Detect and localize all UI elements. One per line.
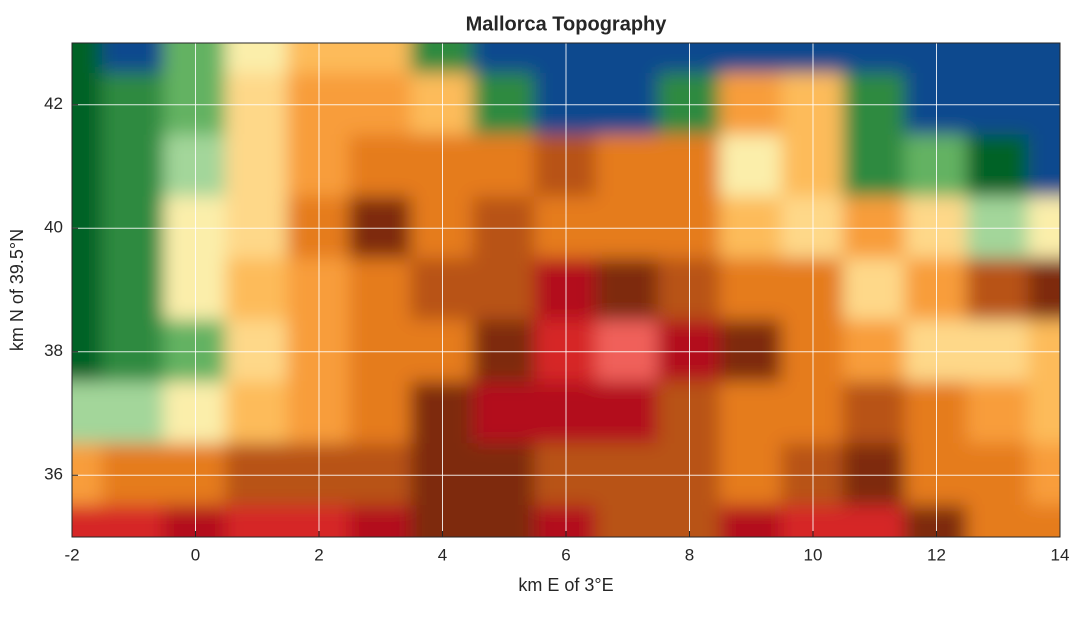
- contour-cell: [101, 505, 166, 537]
- contour-cell: [719, 505, 784, 537]
- y-tick-label: 36: [44, 465, 63, 484]
- contour-cell: [595, 505, 660, 537]
- x-tick-label: 10: [804, 545, 823, 564]
- contour-cell: [966, 505, 1031, 537]
- contour-cell: [595, 381, 660, 446]
- contour-cell: [225, 381, 290, 446]
- contour-cell: [225, 43, 290, 75]
- contour-cell: [472, 134, 537, 199]
- contour-cell: [966, 134, 1031, 199]
- cells: [72, 43, 1060, 537]
- contour-cell: [719, 381, 784, 446]
- y-tick-label: 38: [44, 341, 63, 360]
- contour-cell: [225, 258, 290, 322]
- contour-cell: [595, 258, 660, 322]
- x-tick-label: 4: [438, 545, 447, 564]
- contour-cell: [966, 381, 1031, 446]
- contour-cell: [842, 43, 907, 75]
- contour-cell: [72, 134, 104, 199]
- contour-cell: [1028, 381, 1060, 446]
- contour-cell: [472, 258, 537, 322]
- contour-cell: [595, 43, 660, 75]
- contour-cell: [1028, 43, 1060, 75]
- contour-cell: [72, 505, 104, 537]
- contour-cell: [719, 43, 784, 75]
- y-tick-label: 42: [44, 94, 63, 113]
- x-tick-label: 14: [1051, 545, 1070, 564]
- contour-cell: [472, 43, 537, 75]
- contour-cell: [101, 43, 166, 75]
- contour-cell: [595, 134, 660, 199]
- y-axis-label: km N of 39.5°N: [7, 229, 27, 351]
- contour-cell: [72, 381, 104, 446]
- contour-cell: [101, 134, 166, 199]
- x-tick-label: 2: [314, 545, 323, 564]
- contour-cell: [719, 258, 784, 322]
- chart-title: Mallorca Topography: [466, 13, 668, 35]
- contour-cell: [966, 258, 1031, 322]
- contour-cell: [101, 258, 166, 322]
- contour-cell: [225, 134, 290, 199]
- contour-cell: [1028, 258, 1060, 322]
- contour-cell: [842, 134, 907, 199]
- contour-cell: [72, 43, 104, 75]
- contour-cell: [72, 258, 104, 322]
- contour-cell: [719, 134, 784, 199]
- contour-cell: [1028, 134, 1060, 199]
- contour-cell: [472, 505, 537, 537]
- contour-cell: [348, 381, 413, 446]
- contour-field: [72, 43, 1060, 537]
- contour-cell: [842, 258, 907, 322]
- contour-cell: [348, 505, 413, 537]
- contour-cell: [225, 505, 290, 537]
- x-tick-label: 8: [685, 545, 694, 564]
- x-tick-label: 12: [927, 545, 946, 564]
- contour-cell: [348, 43, 413, 75]
- contour-cell: [842, 381, 907, 446]
- contour-cell: [842, 505, 907, 537]
- contour-cell: [966, 43, 1031, 75]
- contour-cell: [1028, 505, 1060, 537]
- contour-cell: [472, 381, 537, 446]
- x-tick-label: -2: [64, 545, 79, 564]
- x-tick-label: 0: [191, 545, 200, 564]
- contour-cell: [348, 134, 413, 199]
- y-tick-label: 40: [44, 218, 63, 237]
- contour-cell: [101, 381, 166, 446]
- x-axis-label: km E of 3°E: [518, 575, 613, 595]
- x-tick-label: 6: [561, 545, 570, 564]
- contour-cell: [348, 258, 413, 322]
